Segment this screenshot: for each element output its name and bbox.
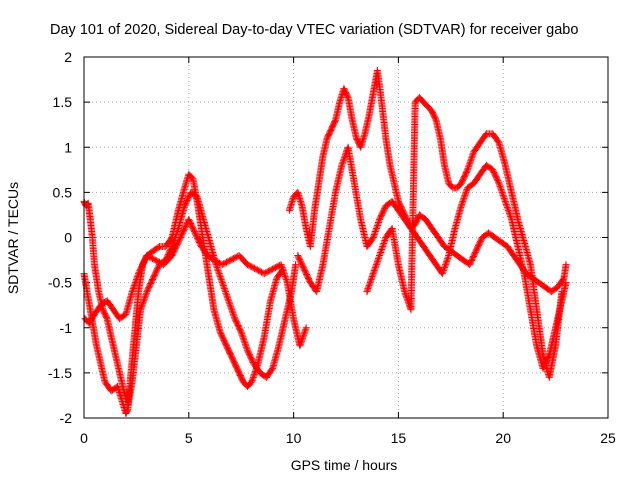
series-track-e — [294, 143, 570, 372]
data-point — [558, 288, 566, 296]
chart-title: Day 101 of 2020, Sidereal Day-to-day VTE… — [50, 22, 578, 38]
x-tick-label: 0 — [80, 430, 88, 446]
data-point — [138, 303, 146, 311]
data-point — [504, 206, 512, 214]
data-point — [299, 333, 307, 341]
data-point — [223, 291, 230, 299]
data-point — [562, 261, 570, 269]
y-tick-label: -1.5 — [48, 365, 72, 381]
grid-layer — [84, 57, 608, 418]
data-point — [218, 279, 226, 287]
data-point — [229, 310, 237, 318]
data-point — [507, 214, 515, 222]
data-point — [373, 258, 381, 266]
data-point — [496, 181, 503, 189]
data-point — [227, 304, 235, 312]
data-point — [220, 285, 228, 293]
data-point — [502, 200, 510, 208]
data-point — [373, 222, 381, 229]
data-point — [242, 343, 250, 351]
data-point — [240, 337, 248, 345]
y-tick-label: 1 — [64, 139, 72, 155]
data-point — [443, 256, 451, 264]
y-tick-label: -1 — [60, 320, 73, 336]
data-point — [214, 267, 222, 275]
series-track-b — [80, 188, 300, 408]
data-point — [458, 199, 466, 207]
data-point — [249, 375, 257, 383]
data-points-layer — [80, 67, 570, 417]
y-tick-label: -2 — [60, 410, 73, 426]
x-tick-label: 15 — [391, 430, 407, 446]
data-point — [365, 283, 372, 291]
series-track-c — [81, 215, 310, 350]
data-point — [129, 286, 137, 294]
data-point — [376, 252, 383, 259]
data-point — [562, 279, 570, 287]
data-point — [380, 240, 388, 247]
data-point — [133, 273, 141, 281]
data-point — [238, 331, 246, 339]
x-tick-label: 5 — [185, 430, 193, 446]
data-point — [237, 327, 245, 335]
data-point — [250, 372, 258, 380]
data-point — [378, 246, 386, 253]
data-point — [142, 291, 150, 299]
data-point — [402, 291, 410, 299]
data-point — [461, 191, 469, 199]
y-tick-label: 1.5 — [53, 94, 73, 110]
y-tick-label: 2 — [64, 49, 72, 65]
data-point — [500, 194, 508, 202]
tick-layer — [83, 56, 609, 419]
data-point — [278, 262, 285, 270]
data-point — [280, 268, 288, 276]
x-tick-label: 25 — [600, 430, 616, 446]
data-point — [369, 234, 377, 241]
y-tick-label: 0.5 — [53, 184, 73, 200]
data-point — [494, 178, 502, 186]
y-tick-label: 0 — [64, 230, 72, 246]
data-point — [498, 187, 506, 195]
x-tick-label: 10 — [286, 430, 302, 446]
data-point — [292, 261, 300, 269]
data-point — [140, 297, 148, 305]
y-tick-label: -0.5 — [48, 275, 72, 291]
data-point — [301, 327, 309, 335]
data-point — [463, 167, 471, 175]
plot-frame — [83, 56, 609, 419]
x-tick-label: 20 — [495, 430, 511, 446]
data-point — [367, 277, 375, 285]
data-point — [467, 155, 475, 163]
data-point — [369, 270, 377, 278]
data-point — [371, 228, 379, 235]
data-point — [225, 298, 233, 306]
tick-label-layer: 0 5 10 15 20 25 -2 -1.5 -1 -0.5 0 0.5 1 1.5 2 — [48, 49, 616, 446]
data-point — [282, 274, 290, 282]
data-point — [507, 212, 514, 220]
data-point — [439, 268, 447, 276]
data-point — [465, 161, 473, 169]
data-point — [371, 264, 379, 272]
data-point — [441, 262, 449, 270]
y-axis-label: SDTVAR / TECUs — [5, 182, 21, 294]
data-point — [131, 280, 139, 288]
data-point — [338, 160, 346, 168]
data-point — [216, 273, 224, 281]
series-track-f — [363, 94, 566, 381]
data-point — [297, 339, 305, 347]
x-axis-label: GPS time / hours — [291, 457, 398, 473]
data-point — [302, 324, 310, 332]
series-track-d — [285, 67, 570, 296]
